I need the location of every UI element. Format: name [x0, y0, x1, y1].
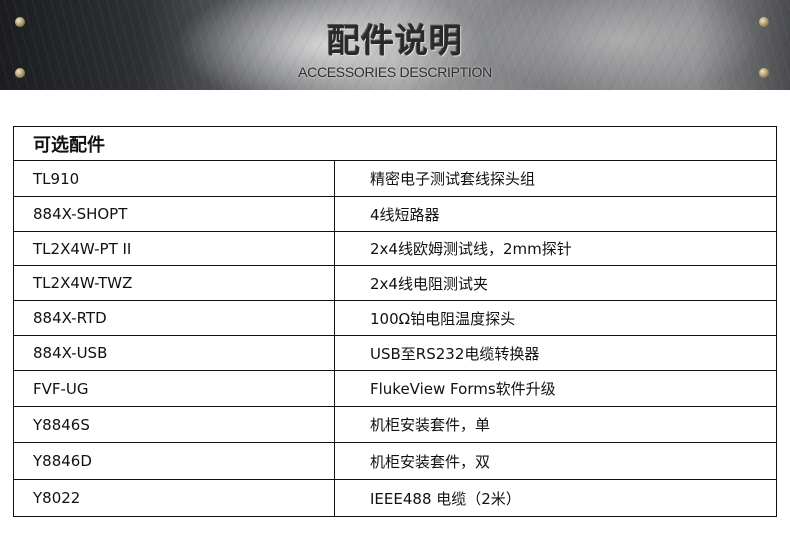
part-number: TL2X4W-TWZ — [13, 265, 335, 301]
table-row: TL910 精密电子测试套线探头组 — [13, 160, 777, 197]
part-number: TL910 — [13, 160, 335, 197]
rivet-icon — [759, 68, 769, 78]
part-number: Y8846S — [13, 406, 335, 443]
table-row: 884X-RTD 100Ω铂电阻温度探头 — [13, 300, 777, 336]
part-description: 2x4线电阻测试夹 — [334, 265, 777, 301]
table-row: Y8846S 机柜安装套件，单 — [13, 406, 777, 443]
banner-title: 配件说明 — [327, 21, 463, 60]
part-description: USB至RS232电缆转换器 — [334, 335, 777, 371]
part-number: TL2X4W-PT II — [13, 231, 335, 266]
part-description: 机柜安装套件，双 — [334, 442, 777, 480]
table-row: 884X-SHOPT 4线短路器 — [13, 196, 777, 232]
part-number: Y8846D — [13, 442, 335, 480]
table-row: Y8846D 机柜安装套件，双 — [13, 442, 777, 480]
part-description: 100Ω铂电阻温度探头 — [334, 300, 777, 336]
part-number: Y8022 — [13, 479, 335, 517]
part-description: IEEE488 电缆（2米） — [334, 479, 777, 517]
table-row: TL2X4W-TWZ 2x4线电阻测试夹 — [13, 265, 777, 301]
rivet-icon — [15, 17, 25, 27]
part-number: 884X-USB — [13, 335, 335, 371]
part-number: 884X-RTD — [13, 300, 335, 336]
table-row: TL2X4W-PT II 2x4线欧姆测试线，2mm探针 — [13, 231, 777, 266]
table-row: 884X-USB USB至RS232电缆转换器 — [13, 335, 777, 371]
rivet-icon — [759, 17, 769, 27]
part-number: 884X-SHOPT — [13, 196, 335, 232]
banner-subtitle: ACCESSORIES DESCRIPTION — [298, 64, 492, 80]
table-header-row: 可选配件 — [13, 126, 777, 161]
part-number: FVF-UG — [13, 370, 335, 407]
metal-texture — [0, 0, 790, 90]
accessories-table: 可选配件 TL910 精密电子测试套线探头组 884X-SHOPT 4线短路器 TL… — [13, 126, 777, 517]
part-description: FlukeView Forms软件升级 — [334, 370, 777, 407]
part-description: 4线短路器 — [334, 196, 777, 232]
table-header: 可选配件 — [13, 126, 777, 161]
part-description: 2x4线欧姆测试线，2mm探针 — [334, 231, 777, 266]
table-row: Y8022 IEEE488 电缆（2米） — [13, 479, 777, 517]
part-description: 机柜安装套件，单 — [334, 406, 777, 443]
rivet-icon — [15, 68, 25, 78]
part-description: 精密电子测试套线探头组 — [334, 160, 777, 197]
header-banner: 配件说明 ACCESSORIES DESCRIPTION — [0, 0, 790, 90]
table-row: FVF-UG FlukeView Forms软件升级 — [13, 370, 777, 407]
